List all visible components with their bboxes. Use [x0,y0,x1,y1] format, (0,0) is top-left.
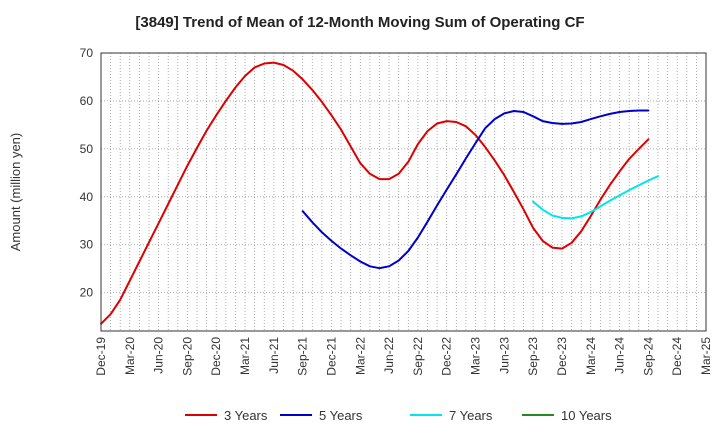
y-tick-label: 20 [80,286,94,300]
y-axis: 20 30 40 50 60 70 [80,46,94,300]
legend: 3 Years 5 Years 7 Years 10 Years [185,408,612,423]
x-tick-label: Sep-20 [180,337,194,376]
x-tick-label: Dec-19 [94,337,108,376]
x-tick-label: Mar-25 [699,337,713,375]
x-tick-label: Dec-22 [440,337,454,376]
chart-title: [3849] Trend of Mean of 12-Month Moving … [135,14,585,31]
x-tick-label: Jun-22 [382,337,396,374]
legend-label: 7 Years [449,408,493,423]
x-tick-label: Jun-23 [497,337,511,374]
y-tick-label: 40 [80,190,94,204]
grid-lines [101,53,706,331]
y-tick-label: 60 [80,94,94,108]
legend-label: 3 Years [224,408,268,423]
x-tick-label: Dec-21 [324,337,338,376]
x-axis: Dec-19 Mar-20 Jun-20 Sep-20 Dec-20 Mar-21 Jun-… [94,337,713,376]
series-layer [100,61,659,325]
x-tick-label: Mar-22 [353,337,367,375]
x-tick-label: Sep-22 [411,337,425,376]
series-line-3-years [100,61,650,325]
x-tick-label: Mar-24 [584,337,598,375]
plot-frame [100,52,707,332]
x-tick-label: Mar-20 [123,337,137,375]
y-axis-title: Amount (million yen) [8,133,23,252]
series-line-7-years [532,175,659,220]
x-tick-label: Jun-21 [267,337,281,374]
x-tick-label: Sep-24 [641,337,655,376]
x-tick-label: Jun-24 [613,337,627,374]
y-tick-label: 30 [80,238,94,252]
x-tick-label: Sep-23 [526,337,540,376]
x-tick-label: Dec-20 [209,337,223,376]
x-tick-label: Mar-21 [238,337,252,375]
plot-area [101,53,706,331]
y-tick-label: 50 [80,142,94,156]
series-line-5-years [301,109,650,270]
x-tick-label: Sep-21 [296,337,310,376]
x-tick-label: Dec-23 [555,337,569,376]
x-tick-label: Dec-24 [670,337,684,376]
legend-label: 10 Years [561,408,612,423]
y-tick-label: 70 [80,46,94,60]
x-tick-label: Mar-23 [469,337,483,375]
legend-label: 5 Years [319,408,363,423]
x-tick-label: Jun-20 [152,337,166,374]
